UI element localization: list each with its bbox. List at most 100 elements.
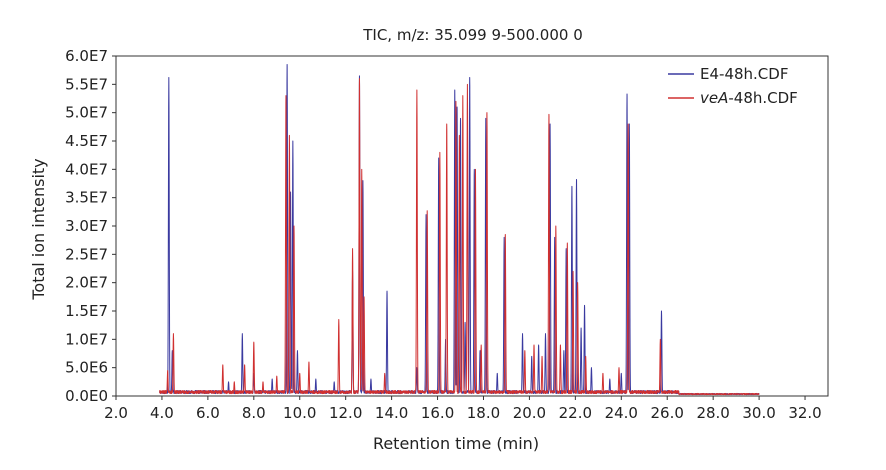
y-tick-label: 6.0E7 — [65, 47, 108, 65]
peak-point — [234, 381, 235, 382]
x-tick-label: 4.0 — [150, 404, 174, 422]
y-tick-label: 3.5E7 — [65, 189, 108, 207]
peak-point — [363, 296, 364, 297]
y-tick-label: 4.0E7 — [65, 160, 108, 178]
legend-label-prefix: E4 — [700, 65, 719, 83]
peak-point — [292, 140, 293, 141]
peak-point — [549, 123, 550, 124]
peak-point — [459, 135, 460, 136]
peak-point — [438, 157, 439, 158]
x-tick-label: 2.0 — [104, 404, 128, 422]
peak-point — [467, 84, 468, 85]
y-axis-label: Total ion intensity — [29, 158, 48, 300]
peak-point — [560, 344, 561, 345]
peak-point — [618, 367, 619, 368]
peak-point — [538, 344, 539, 345]
peak-point — [626, 93, 627, 94]
peak-point — [285, 95, 286, 96]
peak-point — [541, 356, 542, 357]
x-tick-label: 22.0 — [559, 404, 592, 422]
peak-point — [485, 118, 486, 119]
peak-point — [602, 373, 603, 374]
peak-point — [308, 361, 309, 362]
x-tick-label: 24.0 — [605, 404, 638, 422]
peak-point — [576, 179, 577, 180]
peak-point — [460, 118, 461, 119]
peak-point — [581, 327, 582, 328]
peak-point — [469, 77, 470, 78]
peak-point — [629, 123, 630, 124]
legend-label-suffix: -48h.CDF — [728, 89, 797, 107]
y-tick-label: 4.5E7 — [65, 132, 108, 150]
legend-label-0: E4-48h.CDF — [700, 65, 788, 83]
peak-point — [454, 89, 455, 90]
peak-point — [572, 271, 573, 272]
peak-point — [253, 342, 254, 343]
x-tick-label: 14.0 — [375, 404, 408, 422]
peak-point — [661, 310, 662, 311]
y-tick-label: 1.5E7 — [65, 302, 108, 320]
legend-label-prefix: veA — [700, 89, 728, 107]
peak-point — [168, 77, 169, 78]
peak-point — [289, 135, 290, 136]
peak-point — [352, 248, 353, 249]
peak-point — [660, 339, 661, 340]
y-tick-label: 2.5E7 — [65, 245, 108, 263]
x-axis-label: Retention time (min) — [373, 434, 539, 453]
peak-point — [475, 169, 476, 170]
peak-point — [524, 350, 525, 351]
peak-point — [566, 248, 567, 249]
y-tick-label: 5.5E7 — [65, 75, 108, 93]
chart-title: TIC, m/z: 35.099 9-500.000 0 — [362, 26, 583, 44]
x-tick-label: 28.0 — [696, 404, 729, 422]
peak-point — [228, 381, 229, 382]
peak-point — [222, 364, 223, 365]
x-tick-label: 12.0 — [329, 404, 362, 422]
x-tick-label: 20.0 — [513, 404, 546, 422]
peak-point — [173, 333, 174, 334]
y-tick-label: 5.0E7 — [65, 104, 108, 122]
peak-point — [474, 169, 475, 170]
peak-point — [167, 370, 168, 371]
x-tick-label: 26.0 — [651, 404, 684, 422]
peak-point — [577, 282, 578, 283]
y-tick-label: 1.0E7 — [65, 330, 108, 348]
x-tick-label: 6.0 — [196, 404, 220, 422]
peak-point — [416, 89, 417, 90]
peak-point — [425, 214, 426, 215]
peak-point — [359, 78, 360, 79]
x-tick-label: 18.0 — [467, 404, 500, 422]
peak-point — [555, 225, 556, 226]
peak-point — [276, 376, 277, 377]
peak-point — [262, 381, 263, 382]
y-tick-label: 2.0E7 — [65, 274, 108, 292]
y-tick-label: 3.0E7 — [65, 217, 108, 235]
peak-point — [548, 114, 549, 115]
x-tick-label: 16.0 — [421, 404, 454, 422]
peak-point — [446, 123, 447, 124]
peak-point — [621, 373, 622, 374]
peak-point — [591, 367, 592, 368]
peak-point — [531, 356, 532, 357]
x-tick-label: 32.0 — [788, 404, 821, 422]
peak-point — [522, 333, 523, 334]
series-layer — [159, 64, 760, 396]
peak-point — [462, 95, 463, 96]
peak-point — [297, 350, 298, 351]
peak-point — [455, 101, 456, 102]
peak-point — [384, 373, 385, 374]
peak-point — [338, 319, 339, 320]
plot-frame — [115, 55, 829, 397]
peak-point — [479, 350, 480, 351]
legend-label-1: veA-48h.CDF — [700, 89, 798, 107]
peak-point — [299, 373, 300, 374]
x-tick-label: 30.0 — [742, 404, 775, 422]
peak-point — [504, 237, 505, 238]
peak-point — [584, 305, 585, 306]
peak-point — [563, 350, 564, 351]
peak-point — [456, 106, 457, 107]
peak-point — [334, 381, 335, 382]
peak-point — [585, 356, 586, 357]
